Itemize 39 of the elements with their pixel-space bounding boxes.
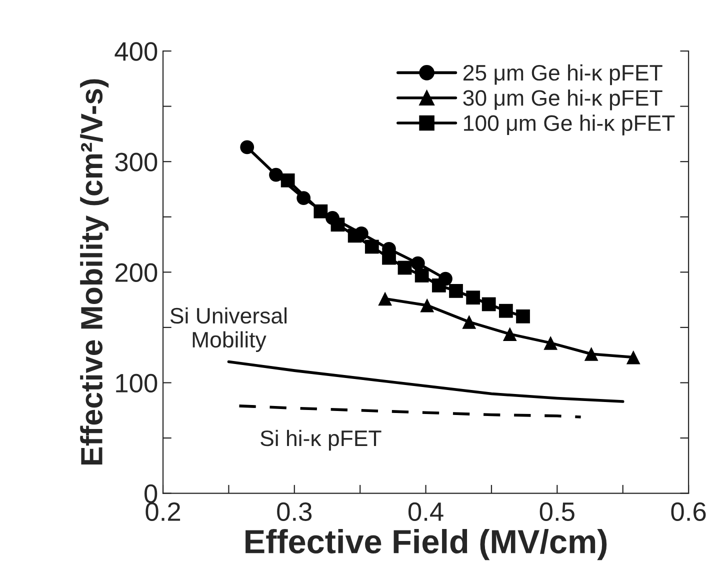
x-tick-label: 0.2 bbox=[146, 502, 180, 522]
point bbox=[438, 272, 452, 286]
point bbox=[626, 350, 640, 364]
point bbox=[502, 327, 517, 342]
point bbox=[269, 168, 283, 182]
annotation: Si hi-κ pFET bbox=[260, 430, 382, 451]
point bbox=[414, 268, 429, 282]
annotation: Si Universal Mobility bbox=[170, 307, 287, 352]
x-tick-label: 0.4 bbox=[408, 502, 444, 522]
x-tick-label: 0.5 bbox=[540, 502, 574, 522]
point bbox=[516, 309, 530, 324]
y-tick-label: 100 bbox=[116, 374, 158, 393]
point bbox=[584, 347, 598, 361]
point bbox=[240, 140, 254, 154]
legend-label: 100 μm Ge hi-κ pFET bbox=[464, 114, 675, 136]
point bbox=[462, 314, 476, 329]
point bbox=[410, 256, 425, 270]
point bbox=[378, 292, 392, 306]
line-series bbox=[227, 360, 624, 403]
y-tick-label: 0 bbox=[144, 484, 158, 504]
point bbox=[398, 260, 412, 275]
y-tick-label: 200 bbox=[115, 263, 158, 282]
point bbox=[354, 226, 368, 240]
point bbox=[498, 304, 513, 318]
y-axis-title: Effective Mobility (cm²/V-s) bbox=[80, 79, 109, 465]
point bbox=[420, 298, 434, 312]
legend-label: 30 μm Ge hi-κ pFET bbox=[463, 90, 662, 110]
x-tick-label: 0.3 bbox=[277, 502, 312, 522]
x-tick-label: 0.6 bbox=[671, 502, 706, 522]
y-tick-label: 300 bbox=[115, 152, 158, 172]
x-axis-title: Effective Field (MV/cm) bbox=[246, 529, 607, 560]
point bbox=[449, 284, 463, 298]
y-tick-label: 400 bbox=[114, 42, 158, 61]
legend-label: 25 μm Ge hi-κ pFET bbox=[463, 64, 662, 86]
point bbox=[482, 297, 496, 312]
point bbox=[466, 290, 480, 305]
point bbox=[296, 191, 311, 206]
point bbox=[326, 211, 340, 225]
point bbox=[544, 336, 558, 350]
